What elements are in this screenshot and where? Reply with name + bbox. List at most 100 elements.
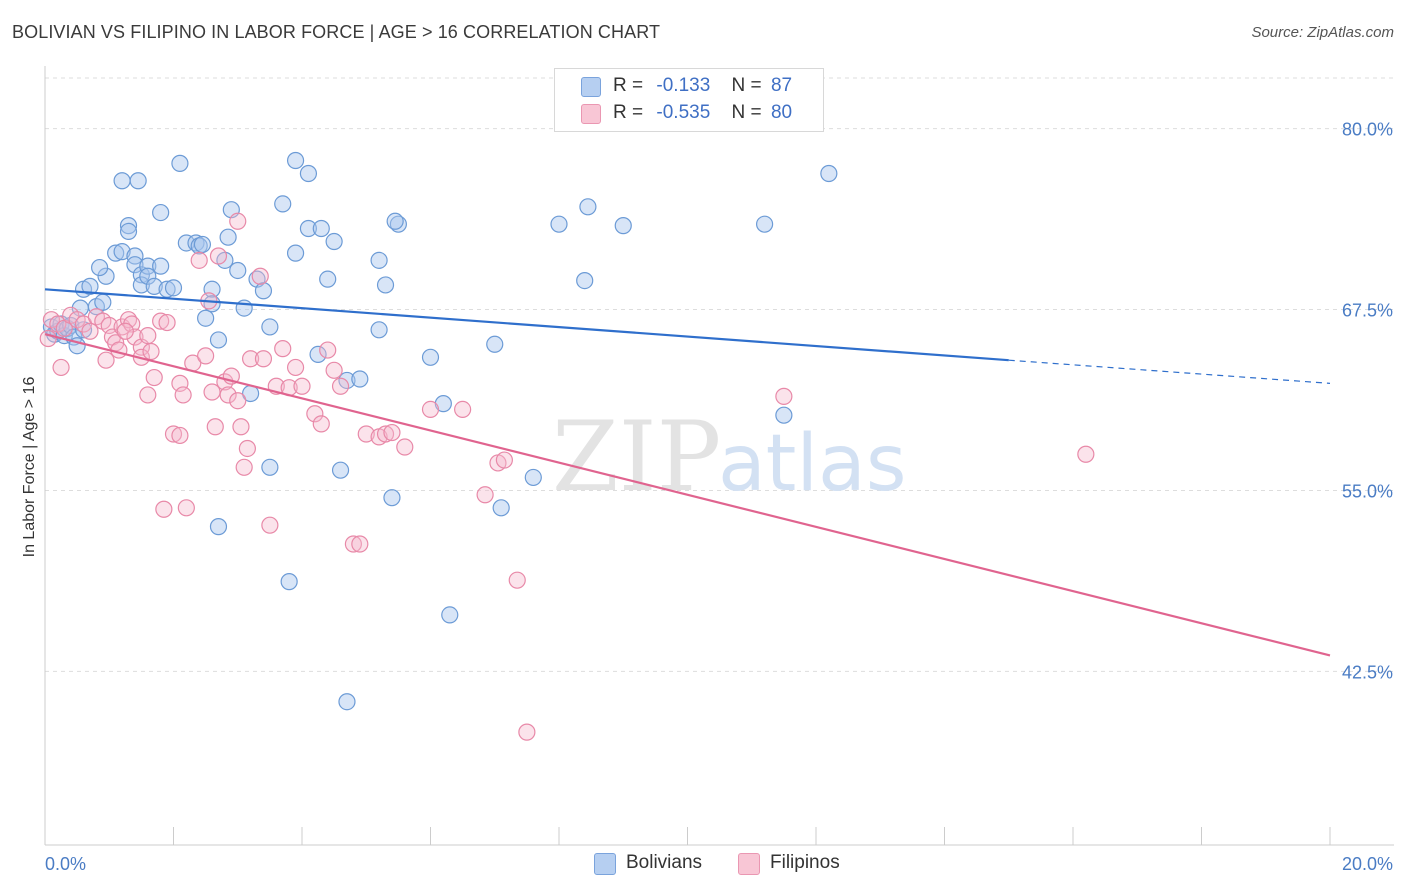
data-point-filipinos: [209, 247, 228, 265]
bolivians-points: [42, 151, 838, 711]
data-point-bolivians: [286, 151, 305, 170]
data-point-bolivians: [524, 468, 542, 487]
data-point-filipinos: [164, 425, 183, 443]
data-point-bolivians: [421, 348, 440, 366]
data-point-filipinos: [139, 326, 157, 345]
legend-n-label: N =: [731, 102, 762, 123]
legend-swatch-blue: [581, 77, 601, 97]
data-point-bolivians: [338, 693, 356, 711]
data-point-bolivians: [171, 154, 189, 172]
data-point-filipinos: [396, 438, 414, 456]
data-point-bolivians: [261, 318, 279, 336]
data-point-bolivians: [139, 257, 157, 275]
x-tick-label: 20.0%: [1342, 854, 1393, 874]
watermark: ZIP atlas: [552, 401, 907, 513]
data-point-filipinos: [319, 341, 337, 359]
data-point-filipinos: [508, 571, 526, 589]
data-point-filipinos: [177, 499, 195, 517]
data-point-bolivians: [132, 266, 150, 284]
data-point-filipinos: [775, 387, 793, 405]
data-point-filipinos: [174, 386, 192, 404]
data-point-filipinos: [495, 451, 513, 469]
data-point-filipinos: [286, 358, 305, 377]
data-point-filipinos: [293, 377, 311, 395]
data-point-filipinos: [331, 377, 350, 395]
data-point-bolivians: [209, 518, 228, 536]
data-point-filipinos: [139, 386, 157, 404]
data-point-filipinos: [454, 400, 472, 419]
data-point-filipinos: [306, 405, 324, 423]
data-point-bolivians: [229, 261, 247, 280]
y-tick-label: 67.5%: [1342, 301, 1393, 321]
data-point-bolivians: [107, 244, 125, 262]
x-tick-label: 0.0%: [45, 854, 86, 874]
data-point-bolivians: [274, 195, 292, 213]
legend-n-label: N =: [731, 75, 762, 96]
watermark-zip: ZIP: [552, 401, 721, 513]
legend-swatch-blue: [594, 853, 616, 875]
data-point-filipinos: [81, 322, 99, 340]
data-point-filipinos: [238, 439, 256, 458]
data-point-bolivians: [94, 293, 112, 311]
data-point-bolivians: [187, 234, 205, 252]
data-point-bolivians: [209, 331, 228, 349]
data-point-bolivians: [145, 277, 163, 295]
data-point-bolivians: [219, 228, 237, 246]
data-point-filipinos: [206, 418, 224, 436]
data-point-bolivians: [129, 172, 147, 190]
data-point-bolivians: [312, 219, 330, 238]
data-point-filipinos: [274, 340, 292, 358]
data-point-bolivians: [576, 272, 594, 290]
data-point-bolivians: [126, 256, 144, 274]
data-point-bolivians: [325, 232, 343, 251]
data-point-filipinos: [235, 458, 253, 476]
stats-legend: R = -0.133 N = 87 R = -0.535 N = 80: [554, 68, 824, 132]
y-tick-label: 55.0%: [1342, 481, 1393, 501]
data-point-filipinos: [219, 386, 237, 404]
data-point-bolivians: [97, 267, 115, 285]
data-point-filipinos: [476, 486, 494, 504]
y-tick-label: 42.5%: [1342, 662, 1393, 682]
watermark-atlas: atlas: [718, 419, 907, 509]
data-point-bolivians: [299, 219, 318, 238]
trend-lines: [44, 288, 1331, 657]
data-point-filipinos: [52, 358, 70, 377]
data-point-bolivians: [91, 258, 109, 277]
data-point-bolivians: [203, 295, 221, 313]
data-point-filipinos: [254, 350, 273, 368]
data-point-filipinos: [116, 322, 134, 340]
data-point-filipinos: [126, 328, 144, 346]
data-point-bolivians: [492, 499, 510, 517]
trend-line-bolivians-extension: [1008, 359, 1331, 384]
data-point-filipinos: [171, 426, 189, 445]
legend-r-label: R =: [613, 102, 644, 123]
data-point-bolivians: [389, 215, 407, 233]
data-point-filipinos: [197, 347, 215, 365]
data-point-filipinos: [152, 312, 170, 330]
trend-line-filipinos: [44, 333, 1331, 657]
data-point-filipinos: [344, 535, 362, 553]
data-point-bolivians: [139, 267, 157, 285]
legend-r-value: -0.133: [656, 75, 711, 96]
data-point-bolivians: [81, 277, 99, 295]
data-point-bolivians: [197, 309, 215, 327]
data-point-bolivians: [383, 489, 401, 507]
legend-n-value: 80: [770, 102, 793, 123]
chart-title: BOLIVIAN VS FILIPINO IN LABOR FORCE | AG…: [12, 22, 661, 42]
data-point-bolivians: [193, 235, 212, 254]
data-point-bolivians: [309, 345, 327, 364]
data-point-filipinos: [251, 267, 269, 285]
data-point-bolivians: [775, 406, 793, 424]
data-point-filipinos: [242, 350, 260, 368]
data-point-bolivians: [550, 215, 568, 233]
data-point-bolivians: [132, 276, 150, 294]
data-point-bolivians: [370, 251, 388, 269]
data-point-filipinos: [158, 313, 176, 332]
data-point-filipinos: [376, 425, 395, 443]
data-point-bolivians: [338, 371, 356, 390]
data-point-bolivians: [254, 282, 273, 300]
data-point-filipinos: [261, 516, 279, 534]
data-point-bolivians: [152, 203, 170, 222]
source-label: Source: ZipAtlas.com: [1251, 24, 1394, 41]
data-point-filipinos: [232, 418, 250, 436]
